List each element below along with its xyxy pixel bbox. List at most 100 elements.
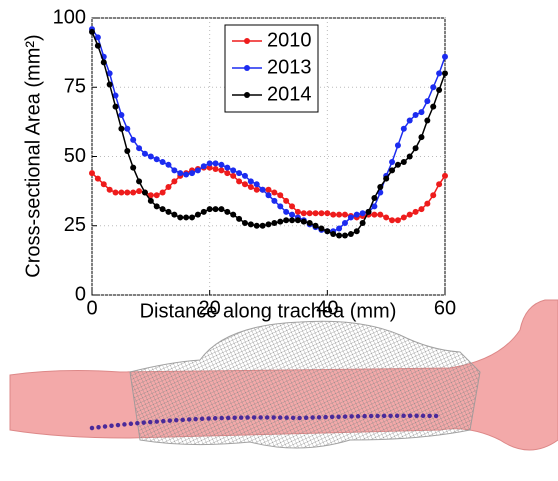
data-point: [100, 181, 107, 188]
data-point: [336, 225, 343, 232]
data-point: [436, 87, 443, 94]
data-point: [189, 214, 196, 221]
data-point: [271, 189, 278, 196]
data-point: [318, 225, 325, 232]
x-tick-label: 0: [86, 297, 97, 319]
trachea-mesh: [129, 320, 481, 449]
data-point: [130, 189, 137, 196]
data-point: [124, 125, 131, 132]
data-point: [200, 208, 207, 215]
data-point: [130, 136, 137, 143]
data-point: [89, 170, 95, 177]
data-point: [330, 231, 337, 238]
data-point: [265, 192, 272, 199]
data-point: [241, 219, 248, 226]
data-point: [347, 214, 354, 221]
data-point: [118, 111, 125, 118]
data-point: [271, 219, 278, 226]
y-tick-label: 50: [64, 145, 86, 167]
data-point: [212, 165, 219, 172]
data-point: [289, 203, 296, 210]
data-point: [341, 232, 348, 239]
data-point: [442, 53, 448, 60]
y-tick-label: 0: [75, 283, 86, 305]
data-point: [406, 117, 413, 124]
x-tick-label: 20: [199, 297, 221, 319]
data-point: [153, 156, 160, 163]
data-point: [141, 150, 148, 157]
data-point: [218, 167, 225, 174]
data-point: [265, 221, 272, 228]
data-point: [424, 98, 431, 105]
data-point: [412, 145, 419, 152]
data-point: [371, 211, 378, 218]
data-point: [400, 125, 407, 132]
data-point: [383, 214, 390, 221]
data-point: [277, 192, 284, 199]
data-point: [236, 215, 243, 222]
data-point: [389, 159, 396, 166]
data-point: [94, 175, 101, 182]
data-point: [371, 195, 378, 202]
data-point: [171, 167, 178, 174]
data-point: [365, 208, 372, 215]
data-point: [341, 211, 348, 218]
trachea-render: [9, 299, 558, 451]
legend-label: 2010: [267, 29, 312, 51]
data-point: [236, 178, 243, 185]
data-point: [283, 217, 290, 224]
data-point: [183, 214, 190, 221]
data-point: [165, 183, 172, 190]
data-point: [130, 164, 137, 171]
data-point: [241, 181, 248, 188]
data-point: [418, 109, 425, 116]
data-point: [412, 208, 419, 215]
data-point: [194, 167, 201, 174]
y-axis-label: Cross-sectional Area (mm²): [22, 34, 44, 277]
data-point: [224, 164, 231, 171]
data-point: [394, 217, 401, 224]
data-point: [430, 192, 437, 199]
data-point: [371, 203, 378, 210]
data-point: [194, 211, 201, 218]
data-point: [312, 222, 319, 229]
data-point: [124, 189, 131, 196]
data-point: [289, 217, 296, 224]
data-point: [218, 161, 225, 168]
data-point: [436, 70, 443, 77]
data-point: [330, 211, 337, 218]
data-point: [218, 206, 225, 213]
data-point: [383, 175, 390, 182]
data-point: [253, 181, 260, 188]
data-point: [377, 211, 384, 218]
data-point: [118, 189, 125, 196]
data-point: [289, 211, 296, 218]
data-point: [424, 117, 431, 124]
data-point: [424, 200, 431, 207]
data-point: [200, 163, 207, 170]
y-tick-label: 75: [64, 76, 86, 98]
data-point: [324, 228, 331, 235]
data-point: [224, 170, 231, 177]
data-point: [183, 171, 190, 178]
data-point: [89, 28, 95, 35]
data-point: [224, 208, 231, 215]
data-point: [353, 211, 360, 218]
data-point: [230, 172, 237, 179]
legend-marker: [244, 65, 250, 71]
data-point: [147, 153, 154, 160]
data-point: [94, 34, 101, 41]
data-point: [247, 221, 254, 228]
data-point: [394, 161, 401, 168]
data-point: [430, 84, 437, 91]
data-point: [124, 147, 131, 154]
data-point: [283, 208, 290, 215]
data-point: [412, 111, 419, 118]
data-point: [106, 186, 113, 193]
data-point: [230, 211, 237, 218]
data-point: [359, 210, 366, 217]
data-point: [442, 172, 448, 179]
data-point: [400, 159, 407, 166]
